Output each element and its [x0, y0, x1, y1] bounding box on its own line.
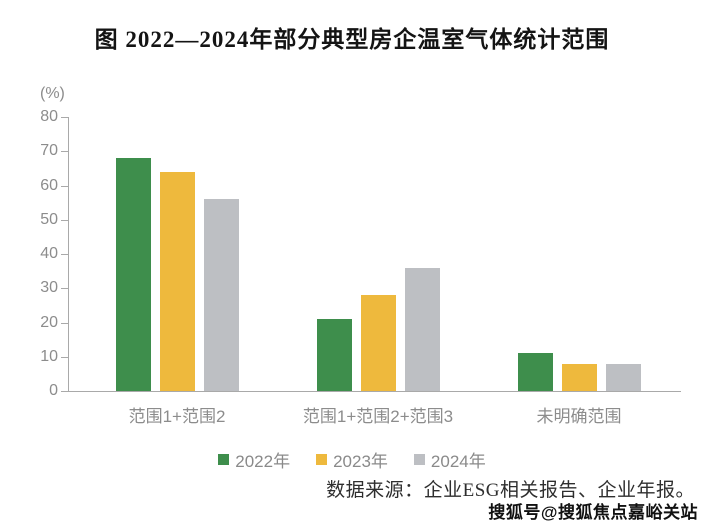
y-tick-mark-50: [61, 219, 68, 221]
legend-marker-icon: [316, 454, 328, 465]
chart-legend: 2022年 2023年 2024年: [0, 447, 704, 472]
legend-label: 2024年: [430, 452, 486, 471]
y-tick-mark-0: [61, 391, 68, 392]
legend-marker-icon: [218, 454, 230, 465]
y-tick-label-30: 30: [40, 279, 58, 297]
category-label-1: 范围1+范围2+范围3: [302, 407, 454, 426]
bar-2024年-范围1+范围2+范围3: [404, 267, 440, 391]
bar-2024年-范围1+范围2: [203, 199, 239, 391]
bar-2022年-未明确范围: [517, 353, 553, 391]
bar-2022年-范围1+范围2+范围3: [316, 319, 352, 391]
category-label-0: 范围1+范围2: [128, 407, 226, 426]
bar-2022年-范围1+范围2: [115, 158, 151, 391]
y-tick-mark-30: [61, 288, 68, 290]
y-tick-label-40: 40: [40, 245, 58, 262]
chart-title: 图 2022—2024年部分典型房企温室气体统计范围: [94, 27, 610, 52]
legend-marker-icon: [413, 454, 425, 465]
y-tick-mark-10: [61, 356, 68, 358]
y-tick-label-20: 20: [40, 313, 58, 331]
data-source-note: 数据来源：企业ESG相关报告、企业年报。: [326, 480, 695, 501]
y-tick-label-60: 60: [40, 176, 58, 194]
legend-label: 2023年: [333, 452, 388, 471]
legend-label: 2022年: [235, 452, 291, 471]
bar-2024年-未明确范围: [605, 363, 641, 391]
bar-2023年-范围1+范围2: [159, 171, 195, 391]
bar-2023年-范围1+范围2+范围3: [360, 295, 396, 391]
legend-item-2023年: 2023年: [316, 447, 388, 472]
legend-item-2024年: 2024年: [413, 447, 486, 472]
y-tick-label-10: 10: [40, 347, 58, 365]
x-axis-line: [68, 391, 681, 392]
y-tick-mark-20: [61, 322, 68, 324]
y-tick-mark-40: [61, 254, 68, 255]
y-tick-label-50: 50: [40, 210, 58, 228]
legend-item-2022年: 2022年: [218, 447, 290, 472]
bar-2023年-未明确范围: [561, 363, 597, 391]
category-label-2: 未明确范围: [536, 407, 622, 426]
y-tick-label-0: 0: [49, 382, 58, 399]
y-tick-label-70: 70: [40, 142, 58, 160]
y-tick-mark-70: [61, 151, 68, 153]
y-axis-line: [68, 117, 69, 392]
y-axis-unit-label: (%): [40, 85, 65, 102]
y-tick-mark-80: [61, 117, 68, 118]
y-tick-label-80: 80: [40, 108, 58, 125]
sohu-watermark: 搜狐号@搜狐焦点嘉峪关站: [488, 503, 698, 522]
y-tick-mark-60: [61, 185, 68, 187]
